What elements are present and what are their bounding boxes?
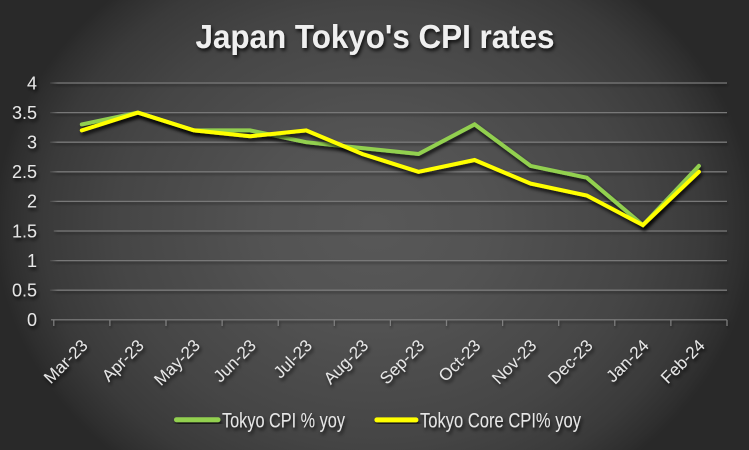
svg-text:Aug-23: Aug-23 [320, 336, 372, 388]
svg-text:2.5: 2.5 [12, 162, 37, 182]
svg-text:1: 1 [27, 251, 37, 271]
svg-text:4: 4 [27, 73, 37, 93]
svg-text:Jun-23: Jun-23 [210, 336, 260, 386]
svg-text:Sep-23: Sep-23 [376, 336, 428, 388]
svg-text:Tokyo Core CPI% yoy: Tokyo Core CPI% yoy [420, 410, 581, 433]
svg-text:Mar-23: Mar-23 [40, 336, 92, 388]
svg-text:Dec-23: Dec-23 [544, 336, 596, 388]
svg-text:0.5: 0.5 [12, 281, 37, 301]
svg-text:3.5: 3.5 [12, 103, 37, 123]
svg-text:Feb-24: Feb-24 [657, 336, 709, 388]
svg-text:Apr-23: Apr-23 [98, 336, 148, 386]
svg-text:1.5: 1.5 [12, 221, 37, 241]
svg-text:Jul-23: Jul-23 [270, 336, 316, 382]
svg-text:Nov-23: Nov-23 [488, 336, 540, 388]
svg-text:May-23: May-23 [150, 336, 204, 390]
svg-text:Jan-24: Jan-24 [603, 336, 653, 386]
svg-text:3: 3 [27, 133, 37, 153]
svg-text:0: 0 [27, 310, 37, 330]
svg-text:2: 2 [27, 192, 37, 212]
svg-text:Oct-23: Oct-23 [435, 336, 485, 386]
svg-text:Tokyo CPI % yoy: Tokyo CPI % yoy [222, 410, 345, 433]
svg-text:Japan Tokyo's CPI rates: Japan Tokyo's CPI rates [196, 18, 555, 55]
